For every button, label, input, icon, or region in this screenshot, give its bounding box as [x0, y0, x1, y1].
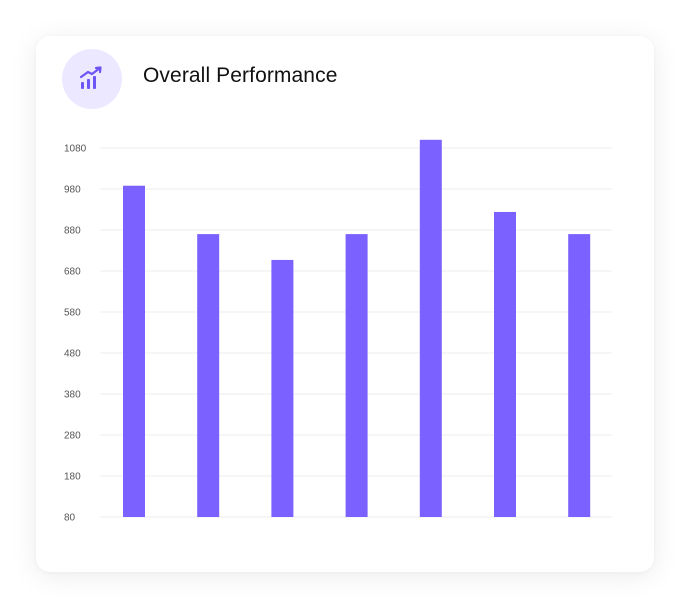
chart-icon-badge: [62, 49, 122, 109]
y-tick-label: 880: [64, 226, 81, 237]
performance-card: Overall Performance 80 180 280 380 480 580 680…: [36, 36, 654, 572]
bar: [123, 185, 145, 517]
y-tick-label: 680: [64, 267, 81, 278]
y-tick-label: 380: [64, 390, 81, 401]
y-tick-label: 80: [64, 513, 76, 524]
bar: [494, 211, 516, 517]
bar: [568, 234, 591, 517]
y-tick-label: 480: [64, 349, 81, 360]
bar: [345, 234, 368, 517]
bar: [271, 259, 294, 517]
y-tick-label: 180: [64, 472, 81, 483]
y-tick-label: 580: [64, 308, 81, 319]
card-title: Overall Performance: [143, 64, 338, 87]
trending-up-chart-icon: [79, 66, 102, 89]
chart-bars: [123, 139, 591, 518]
y-tick-label: 1080: [64, 144, 87, 155]
y-tick-label: 280: [64, 431, 81, 442]
bar: [197, 234, 220, 517]
y-axis-ticks: 80 180 280 380 480 580 680 880 980 1080: [64, 144, 87, 524]
bar: [419, 139, 442, 518]
y-tick-label: 980: [64, 185, 81, 196]
bar-chart: 80 180 280 380 480 580 680 880 980 1080: [64, 139, 612, 524]
